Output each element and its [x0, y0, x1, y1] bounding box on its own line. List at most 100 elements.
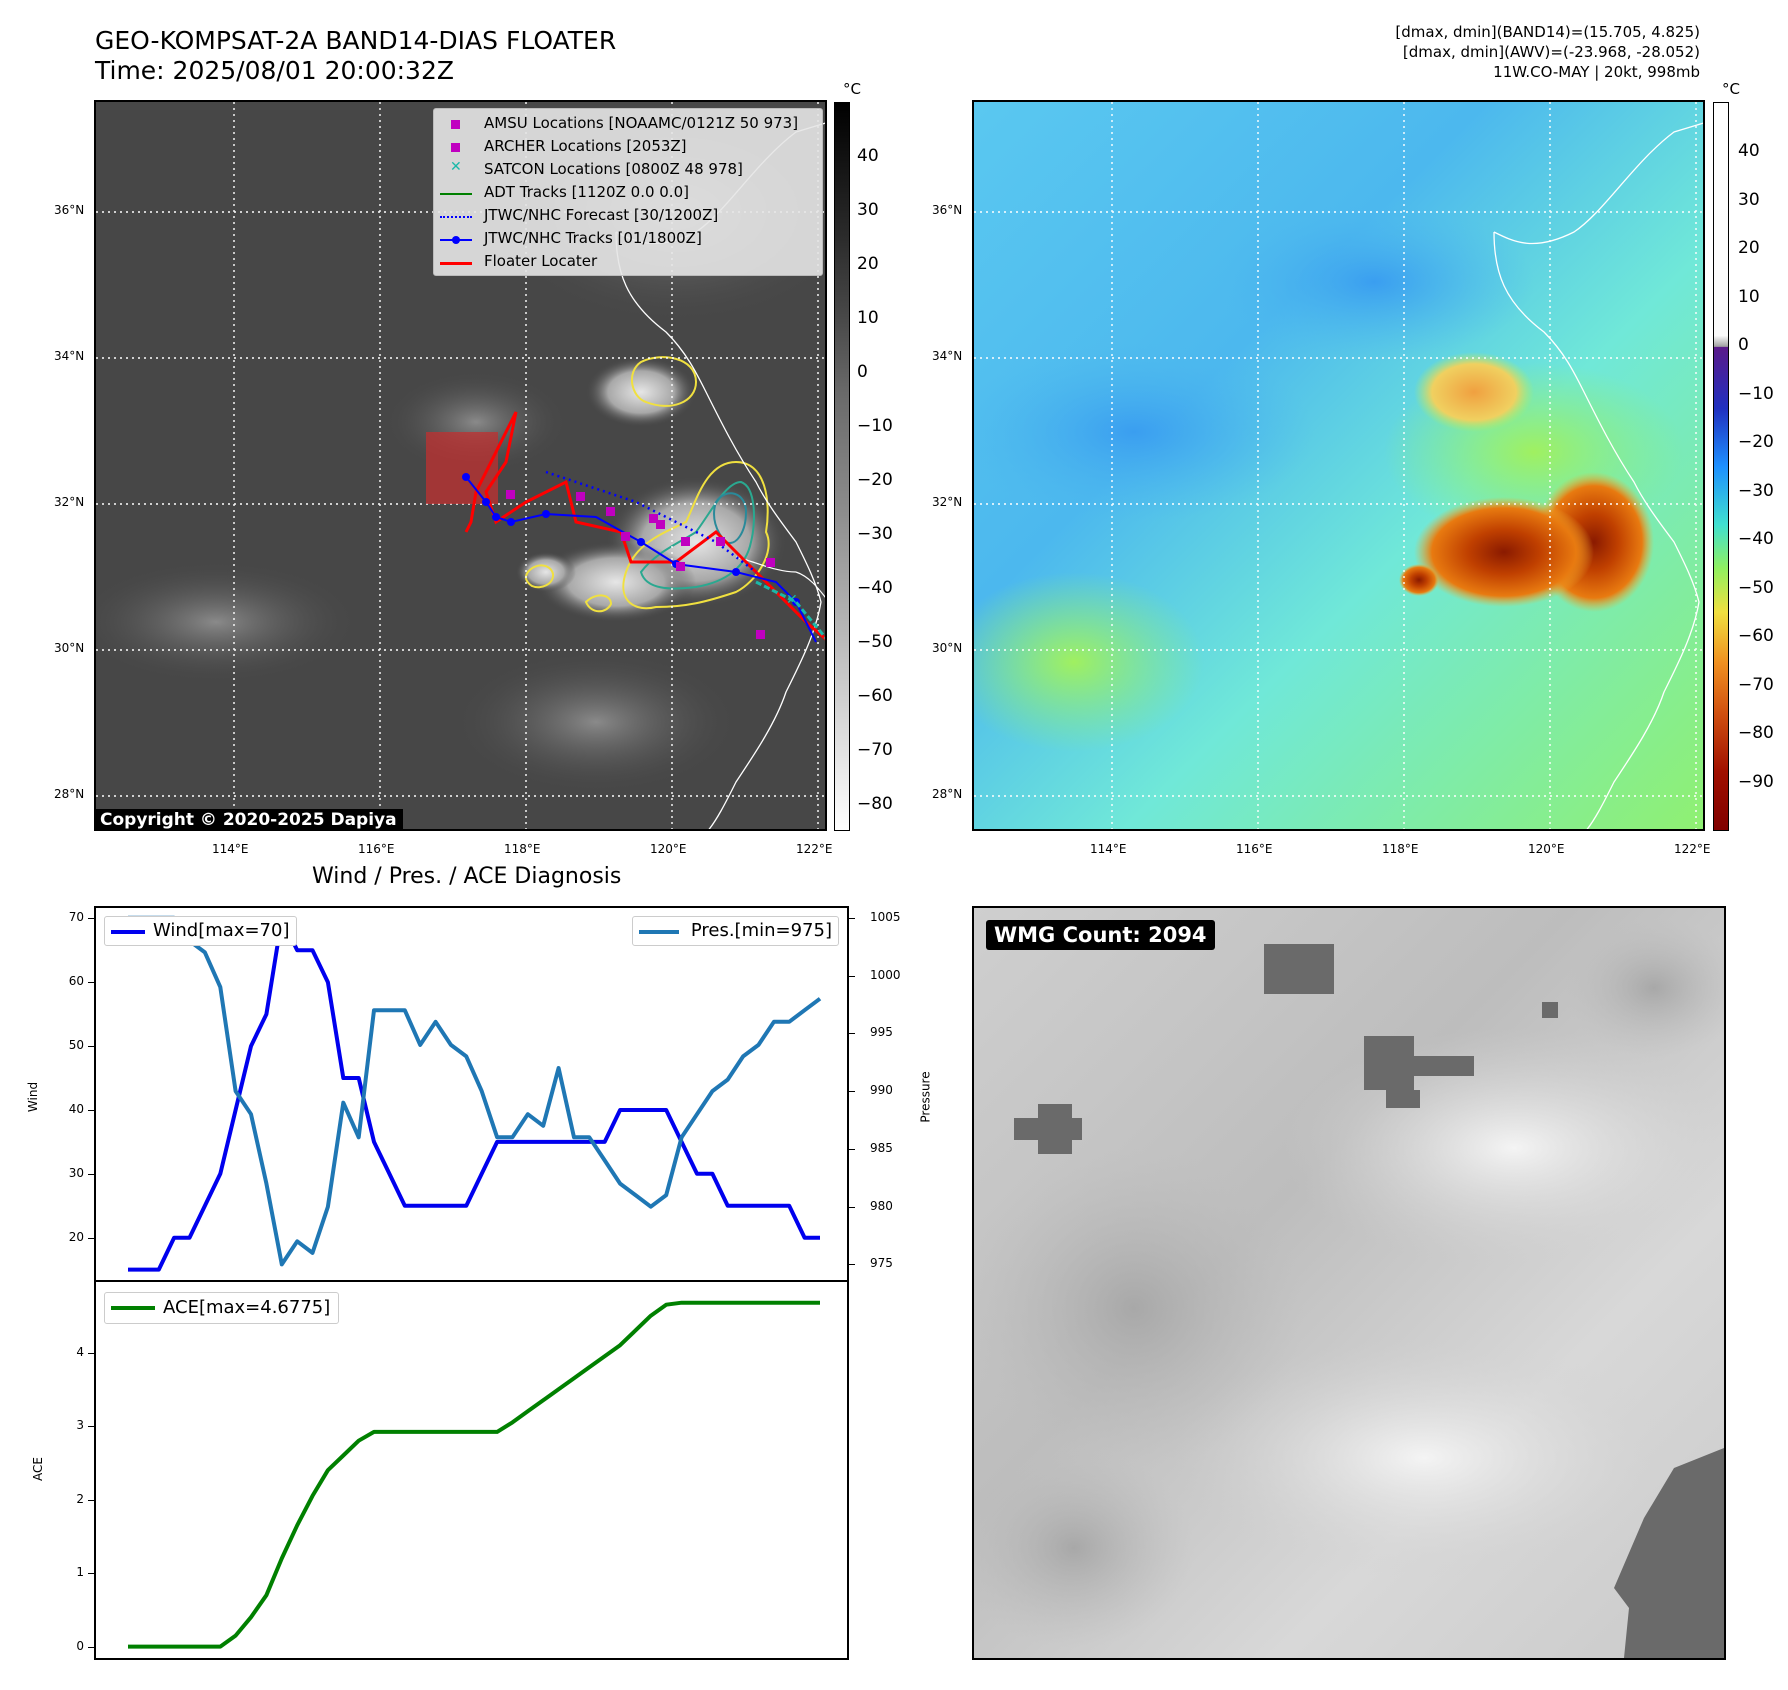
lat-label: 30°N	[54, 641, 85, 655]
lat-label: 28°N	[932, 787, 963, 801]
lat-label: 32°N	[932, 495, 963, 509]
axis-tick-label: 0	[76, 1638, 84, 1653]
axis-tick-label: 985	[870, 1140, 893, 1155]
wmg-graphic	[974, 908, 1724, 1658]
legend-tracks-label: JTWC/NHC Tracks [01/1800Z]	[484, 229, 702, 247]
lon-label: 118°E	[504, 842, 541, 856]
lat-label: 36°N	[932, 203, 963, 217]
cbar-tick: −20	[1738, 432, 1774, 452]
ace-series-line	[128, 1300, 820, 1649]
pres-legend: Pres.[min=975]	[631, 916, 839, 946]
lat-label: 32°N	[54, 495, 85, 509]
axis-tick-mark	[88, 1046, 94, 1048]
cbar-tick: −10	[1738, 384, 1774, 404]
cbar-tick: −80	[1738, 723, 1774, 743]
lon-label: 118°E	[1382, 842, 1419, 856]
cbar-tick: −70	[1738, 675, 1774, 695]
pressure-series-line	[128, 915, 822, 1267]
wind-series-line	[128, 916, 820, 1272]
cbar-tick: 30	[857, 200, 879, 220]
axis-tick-label: 995	[870, 1025, 893, 1040]
legend-amsu-label: AMSU Locations [NOAAMC/0121Z 50 973]	[484, 114, 799, 132]
axis-tick-mark	[88, 1646, 94, 1648]
wind-pressure-plot	[128, 915, 822, 1272]
lat-label: 34°N	[54, 349, 85, 363]
lat-label: 30°N	[932, 641, 963, 655]
axis-tick-mark	[849, 1206, 855, 1208]
lon-label: 116°E	[1236, 842, 1273, 856]
lat-label: 28°N	[54, 787, 85, 801]
axis-tick-mark	[88, 918, 94, 920]
legend-forecast-label: JTWC/NHC Forecast [30/1200Z]	[484, 206, 719, 224]
cbar-tick: 20	[1738, 238, 1760, 258]
legend-floater-label: Floater Locater	[484, 252, 598, 270]
axis-tick-mark	[88, 1237, 94, 1239]
ir-map-panel: ✕ AMSU Locations [NOAAMC/0121Z 50 973] A…	[94, 100, 827, 831]
lon-label: 114°E	[212, 842, 249, 856]
wind-legend-label: Wind[max=70]	[153, 920, 290, 941]
axis-tick-label: 40	[68, 1101, 84, 1116]
adt-line-icon	[440, 193, 472, 195]
wmg-count-badge: WMG Count: 2094	[986, 920, 1215, 950]
cbar-tick: 40	[1738, 141, 1760, 161]
tracks-dot-icon	[452, 236, 460, 244]
ace-legend-line-icon	[111, 1306, 155, 1310]
lon-label: 122°E	[796, 842, 833, 856]
cbar-tick: 20	[857, 254, 879, 274]
pres-legend-line-icon	[638, 930, 679, 934]
amsu-marker-icon	[451, 120, 460, 129]
cbar-tick: −30	[857, 524, 893, 544]
right-colorbar	[1713, 102, 1729, 831]
axis-tick-label: 1005	[870, 909, 901, 924]
wind-legend-line-icon	[111, 930, 145, 934]
axis-tick-label: 975	[870, 1256, 893, 1271]
svg-text:✕: ✕	[786, 592, 798, 608]
wmg-panel: WMG Count: 2094	[972, 906, 1726, 1660]
pressure-axis-label: Pressure	[918, 1071, 933, 1123]
cbar-tick: −50	[857, 632, 893, 652]
cbar-tick: −70	[857, 740, 893, 760]
cbar-tick: −40	[1738, 529, 1774, 549]
legend-satcon-label: SATCON Locations [0800Z 48 978]	[484, 160, 743, 178]
title-time: Time: 2025/08/01 20:00:32Z	[95, 56, 454, 85]
pres-legend-label: Pres.[min=975]	[690, 920, 832, 941]
wind-pressure-panel: Wind[max=70] Pres.[min=975]	[94, 906, 849, 1282]
axis-tick-label: 990	[870, 1083, 893, 1098]
ace-legend-label: ACE[max=4.6775]	[163, 1297, 331, 1318]
axis-tick-mark	[88, 1352, 94, 1354]
axis-tick-label: 1	[76, 1565, 84, 1580]
axis-tick-mark	[849, 1091, 855, 1093]
archer-marker-icon	[451, 143, 460, 152]
axis-tick-label: 1000	[870, 967, 901, 982]
cbar-tick: −60	[1738, 626, 1774, 646]
cbar-tick: −30	[1738, 481, 1774, 501]
info-storm: 11W.CO-MAY | 20kt, 998mb	[1493, 63, 1700, 81]
wind-legend: Wind[max=70]	[104, 916, 297, 946]
lon-label: 114°E	[1090, 842, 1127, 856]
info-band14: [dmax, dmin](BAND14)=(15.705, 4.825)	[1395, 23, 1700, 41]
lon-label: 120°E	[650, 842, 687, 856]
lat-label: 34°N	[932, 349, 963, 363]
axis-tick-label: 980	[870, 1198, 893, 1213]
cbar-tick: −50	[1738, 578, 1774, 598]
axis-tick-label: 70	[68, 910, 84, 925]
lon-label: 120°E	[1528, 842, 1565, 856]
axis-tick-label: 2	[76, 1491, 84, 1506]
cbar-tick: −90	[1738, 772, 1774, 792]
forecast-dotted-icon	[440, 216, 472, 218]
wind-axis-label: Wind	[26, 1081, 41, 1113]
axis-tick-label: 4	[76, 1344, 84, 1359]
satcon-x-icon: ✕	[450, 159, 462, 175]
axis-tick-label: 30	[68, 1165, 84, 1180]
axis-tick-mark	[88, 982, 94, 984]
cbar-tick: −60	[857, 686, 893, 706]
ace-axis-label: ACE	[30, 1457, 45, 1481]
cbar-tick: 10	[1738, 287, 1760, 307]
title-satellite: GEO-KOMPSAT-2A BAND14-DIAS FLOATER	[95, 26, 617, 55]
lat-label: 36°N	[54, 203, 85, 217]
ace-legend: ACE[max=4.6775]	[104, 1292, 340, 1324]
cbar-tick: 0	[857, 362, 868, 382]
lon-label: 122°E	[1674, 842, 1711, 856]
cbar-tick: −20	[857, 470, 893, 490]
axis-tick-mark	[88, 1173, 94, 1175]
